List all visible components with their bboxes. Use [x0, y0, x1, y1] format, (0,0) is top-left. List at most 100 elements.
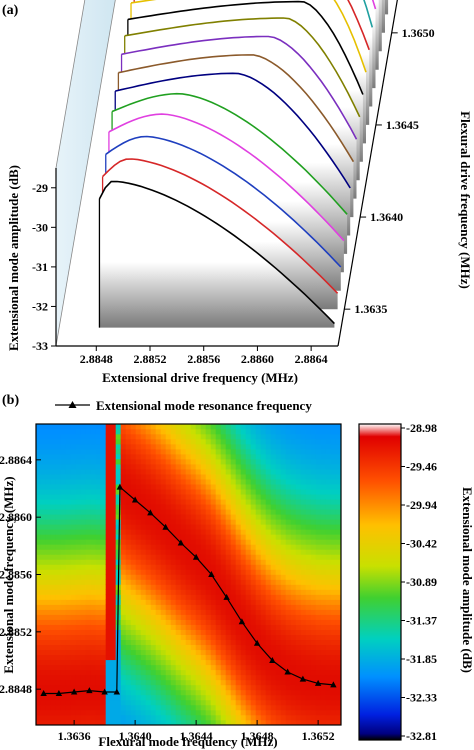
heatmap-cell — [116, 654, 122, 660]
heatmap-cell — [276, 454, 282, 460]
heatmap-cell — [256, 469, 262, 475]
heatmap-cell — [96, 624, 102, 630]
heatmap-cell — [196, 509, 202, 515]
heatmap-cell — [306, 569, 312, 575]
heatmap-cell — [106, 524, 112, 530]
heatmap-cell — [201, 444, 207, 450]
heatmap-cell — [301, 564, 307, 570]
heatmap-cell — [231, 685, 237, 691]
heatmap-cell — [311, 629, 317, 635]
heatmap-cell — [261, 494, 267, 500]
heatmap-cell — [176, 559, 182, 565]
heatmap-cell — [206, 599, 212, 605]
heatmap-cell — [281, 469, 287, 475]
heatmap-cell — [241, 639, 247, 645]
heatmap-cell — [196, 589, 202, 595]
heatmap-cell — [156, 509, 162, 515]
heatmap-cell — [161, 499, 167, 505]
heatmap-cell — [166, 449, 172, 455]
heatmap-cell — [191, 459, 197, 465]
heatmap-cell — [246, 710, 252, 716]
heatmap-cell — [171, 609, 177, 615]
heatmap-cell — [66, 509, 72, 515]
heatmap-cell — [241, 459, 247, 465]
heatmap-cell — [211, 589, 217, 595]
heatmap-cell — [146, 444, 152, 450]
heatmap-cell — [241, 539, 247, 545]
heatmap-cell — [56, 579, 62, 585]
heatmap-cell — [241, 479, 247, 485]
heatmap-cell — [301, 519, 307, 525]
heatmap-cell — [286, 509, 292, 515]
heatmap-cell — [186, 529, 192, 535]
heatmap-cell — [306, 469, 312, 475]
heatmap-cell — [191, 695, 197, 701]
heatmap-cell — [246, 439, 252, 445]
heatmap-cell — [96, 670, 102, 676]
heatmap-cell — [281, 509, 287, 515]
heatmap-cell — [206, 700, 212, 706]
heatmap-cell — [111, 614, 117, 620]
heatmap-cell — [86, 710, 92, 716]
heatmap-cell — [296, 449, 302, 455]
heatmap-cell — [56, 624, 62, 630]
heatmap-cell — [201, 584, 207, 590]
heatmap-cell — [81, 454, 87, 460]
heatmap-cell — [51, 670, 57, 676]
heatmap-cell — [236, 569, 242, 575]
heatmap-cell — [226, 539, 232, 545]
heatmap-cell — [206, 559, 212, 565]
heatmap-cell — [86, 454, 92, 460]
heatmap-cell — [321, 469, 327, 475]
colorbar-tick-label: -32.81 — [406, 729, 437, 743]
heatmap-cell — [121, 589, 127, 595]
panel-a-label: (a) — [2, 3, 19, 18]
heatmap-cell — [146, 574, 152, 580]
heatmap-cell — [81, 499, 87, 505]
heatmap-cell — [321, 569, 327, 575]
heatmap-cell — [151, 639, 157, 645]
heatmap-cell — [66, 665, 72, 671]
heatmap-cell — [186, 494, 192, 500]
heatmap-cell — [66, 624, 72, 630]
heatmap-cell — [76, 444, 82, 450]
heatmap-cell — [191, 489, 197, 495]
heatmap-cell — [306, 589, 312, 595]
heatmap-cell — [196, 624, 202, 630]
heatmap-cell — [76, 670, 82, 676]
heatmap-cell — [91, 519, 97, 525]
heatmap-cell — [131, 469, 137, 475]
heatmap-cell — [71, 464, 77, 470]
heatmap-cell — [121, 584, 127, 590]
heatmap-cell — [296, 634, 302, 640]
heatmap-cell — [296, 624, 302, 630]
heatmap-cell — [51, 544, 57, 550]
heatmap-cell — [226, 675, 232, 681]
heatmap-cell — [41, 579, 47, 585]
heatmap-cell — [41, 629, 47, 635]
heatmap-cell — [181, 659, 187, 665]
heatmap-cell — [66, 504, 72, 510]
heatmap-cell — [101, 559, 107, 565]
heatmap-cell — [61, 514, 67, 520]
heatmap-cell — [331, 479, 337, 485]
heatmap-cell — [61, 524, 67, 530]
heatmap-cell — [306, 549, 312, 555]
heatmap-cell — [281, 474, 287, 480]
heatmap-cell — [271, 599, 277, 605]
heatmap-cell — [186, 695, 192, 701]
heatmap-cell — [286, 629, 292, 635]
heatmap-cell — [186, 499, 192, 505]
heatmap-cell — [81, 589, 87, 595]
heatmap-cell — [286, 489, 292, 495]
heatmap-cell — [126, 544, 132, 550]
heatmap-cell — [311, 474, 317, 480]
heatmap-cell — [311, 469, 317, 475]
heatmap-cell — [156, 659, 162, 665]
heatmap-cell — [236, 489, 242, 495]
heatmap-cell — [251, 524, 257, 530]
heatmap-cell — [246, 604, 252, 610]
heatmap-cell — [251, 564, 257, 570]
heatmap-cell — [216, 675, 222, 681]
heatmap-cell — [76, 484, 82, 490]
